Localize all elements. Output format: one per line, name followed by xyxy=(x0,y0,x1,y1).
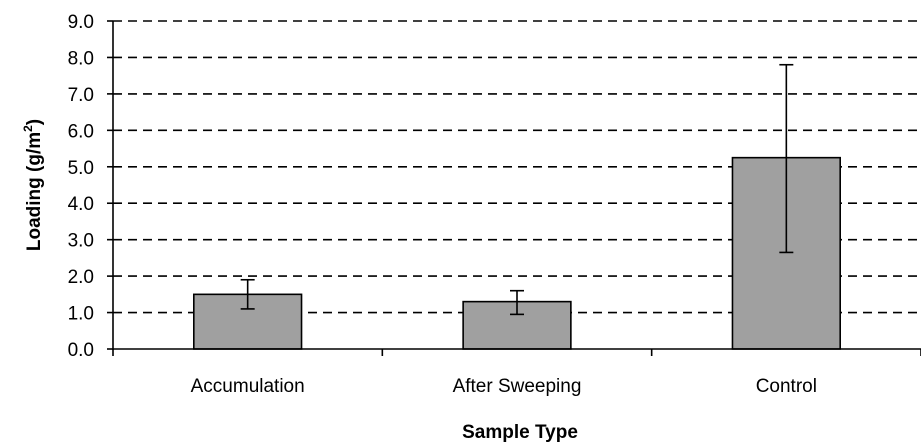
x-tick-label: Accumulation xyxy=(191,376,305,397)
y-tick-label: 8.0 xyxy=(68,48,94,69)
bars xyxy=(193,156,842,350)
x-axis-title: Sample Type xyxy=(462,422,578,443)
y-tick-label: 6.0 xyxy=(68,121,94,142)
y-tick-label: 3.0 xyxy=(68,231,94,252)
x-tick-labels: Accumulation After Sweeping Control xyxy=(191,376,817,397)
y-axis-title-superscript: 2 xyxy=(21,125,35,132)
y-tick-label: 5.0 xyxy=(68,158,94,179)
x-tick-label: Control xyxy=(756,376,817,397)
error-bars xyxy=(240,63,794,316)
x-tick-label: After Sweeping xyxy=(453,376,582,397)
y-tick-label: 0.0 xyxy=(68,340,94,361)
y-tick-label: 4.0 xyxy=(68,194,94,215)
y-tick-label: 1.0 xyxy=(68,304,94,325)
y-axis-title-main: Loading (g/m xyxy=(24,132,45,251)
y-tick-label: 2.0 xyxy=(68,267,94,288)
y-axis-title: Loading (g/m2) xyxy=(21,119,45,251)
y-tick-label: 9.0 xyxy=(68,12,94,33)
axes xyxy=(107,20,921,356)
y-tick-label: 7.0 xyxy=(68,85,94,106)
y-tick-labels: 0.0 1.0 2.0 3.0 4.0 5.0 6.0 7.0 8.0 9.0 xyxy=(68,12,94,361)
y-axis-title-close: ) xyxy=(24,119,45,125)
